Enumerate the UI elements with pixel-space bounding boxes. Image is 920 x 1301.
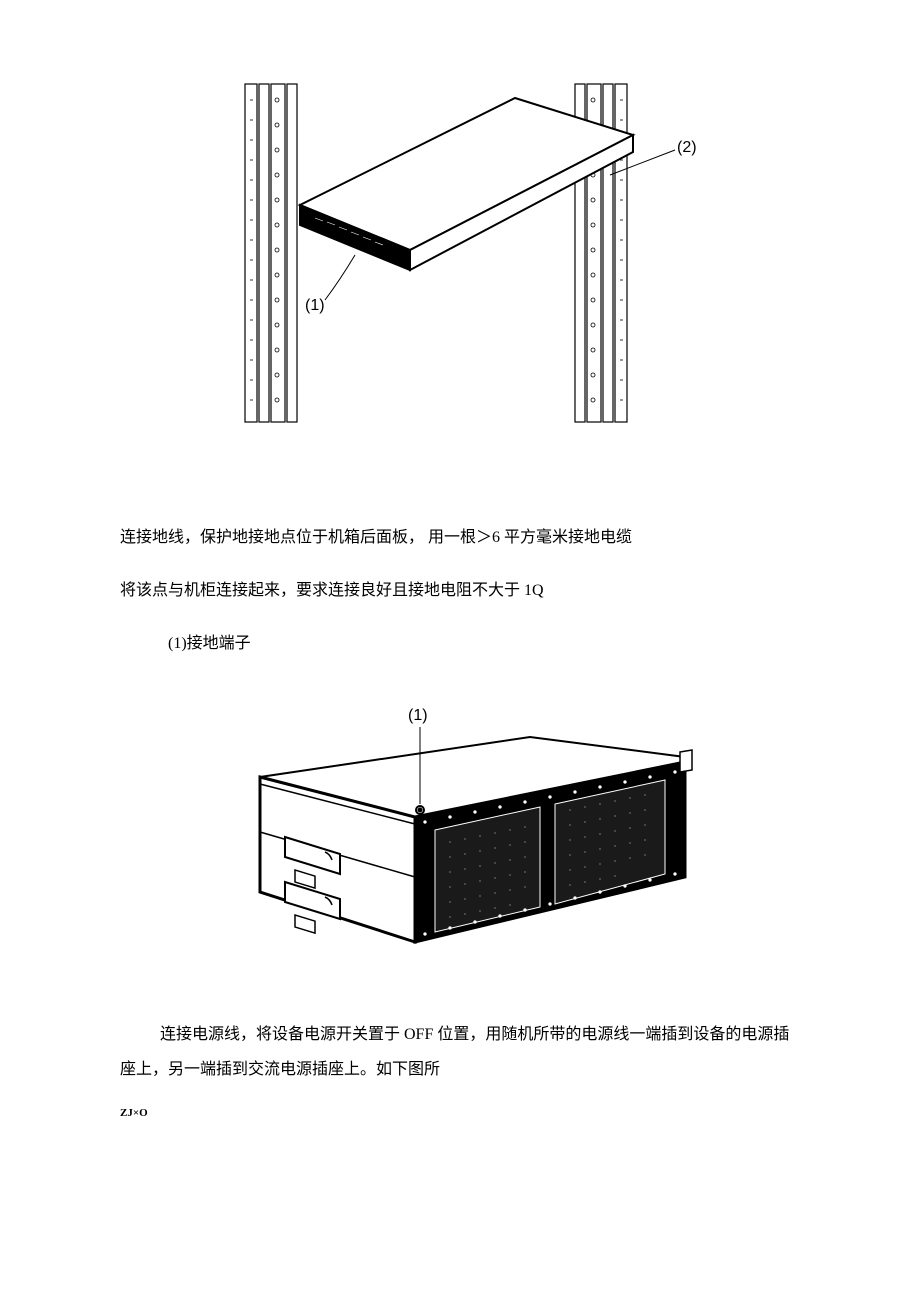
page-content: (1) (2) 连接地线，保护地接地点位于机箱后面板， 用一根＞6 平方毫米接地… <box>0 0 920 1159</box>
paragraph-4: 连接电源线，将设备电源开关置于 OFF 位置，用随机所带的电源线一端插到设备的电… <box>120 1017 800 1087</box>
figure-rack-mount: (1) (2) <box>215 80 705 425</box>
paragraph-3: (1)接地端子 <box>120 626 800 661</box>
rack-mount-svg: (1) (2) <box>215 80 705 425</box>
figure-device-rear: (1) <box>210 682 710 972</box>
callout-2-label: (2) <box>677 139 697 156</box>
figure-1-container: (1) (2) <box>120 80 800 430</box>
figure-2-container: (1) <box>120 682 800 977</box>
callout-1-label: (1) <box>305 297 325 314</box>
paragraph-2: 将该点与机柜连接起来，要求连接良好且接地电阻不大于 1Q <box>120 573 800 608</box>
paragraph-1: 连接地线，保护地接地点位于机箱后面板， 用一根＞6 平方毫米接地电缆 <box>120 520 800 555</box>
footer-code: ZJ×O <box>120 1107 800 1119</box>
figure2-callout-1: (1) <box>408 707 428 724</box>
device-rear-svg: (1) <box>210 682 710 972</box>
